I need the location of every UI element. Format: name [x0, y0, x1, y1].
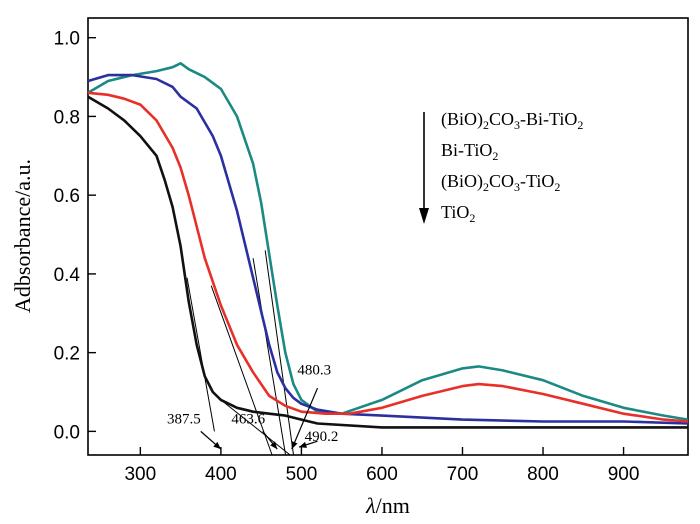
- tangent-line: [220, 399, 291, 456]
- series-line-1: [87, 73, 689, 425]
- x-tick-label: 300: [124, 464, 156, 485]
- wavelength-label: 387.5: [167, 412, 201, 428]
- y-tick-label: 0.4: [54, 265, 81, 286]
- series-line-0: [87, 62, 689, 421]
- series-line-3: [87, 95, 688, 429]
- annotation-arrow: [291, 387, 319, 450]
- x-axis-label-var: λ: [365, 493, 376, 518]
- x-axis-label: λ/nm: [365, 493, 410, 518]
- y-tick-label: 0.6: [54, 186, 80, 207]
- x-tick-label: 600: [366, 464, 398, 485]
- wavelength-label: 480.3: [297, 362, 331, 378]
- y-tick-label: 0.2: [54, 344, 80, 365]
- legend-entry: (BiO)2CO3-TiO2: [441, 171, 560, 194]
- series-line-2: [87, 91, 689, 423]
- x-tick-label: 500: [286, 464, 318, 485]
- tangent-line: [264, 250, 295, 456]
- y-tick-label: 1.0: [54, 29, 80, 50]
- wavelength-label: 490.2: [305, 429, 339, 445]
- legend-arrowhead: [419, 208, 429, 224]
- x-tick-label: 900: [608, 464, 640, 485]
- x-axis-label-unit: /nm: [376, 493, 410, 518]
- legend-entry: TiO2: [441, 202, 475, 225]
- tangent-lines: [186, 250, 295, 456]
- axis-ticks: 300 400 500 600 700 800 900 0.0 0.2 0.4 0.6 0.8 1.0: [54, 29, 640, 485]
- y-tick-label: 0.0: [54, 422, 80, 443]
- tangent-line: [210, 285, 273, 456]
- tangent-line: [252, 258, 287, 456]
- legend-entry: Bi-TiO2: [441, 140, 498, 163]
- annotations: 387.5 463.6 480.3 490.2: [167, 362, 339, 450]
- annotation-arrowhead: [299, 441, 307, 448]
- x-tick-label: 700: [447, 464, 479, 485]
- y-tick-label: 0.8: [54, 107, 80, 128]
- annotation-arrowhead: [213, 441, 221, 450]
- annotation-arrowhead: [270, 441, 278, 450]
- x-tick-label: 800: [527, 464, 559, 485]
- annotation-arrowhead: [291, 441, 298, 450]
- x-tick-label: 400: [205, 464, 237, 485]
- tangent-line: [186, 277, 215, 432]
- series-lines: [87, 62, 689, 429]
- legend-entry: (BiO)2CO3-Bi-TiO2: [441, 109, 583, 132]
- y-axis-label: Adbsorbance/a.u.: [10, 159, 35, 313]
- plot-frame: [87, 17, 689, 456]
- legend: (BiO)2CO3-Bi-TiO2 Bi-TiO2 (BiO)2CO3-TiO2 Ti…: [419, 109, 583, 225]
- wavelength-label: 463.6: [231, 412, 265, 428]
